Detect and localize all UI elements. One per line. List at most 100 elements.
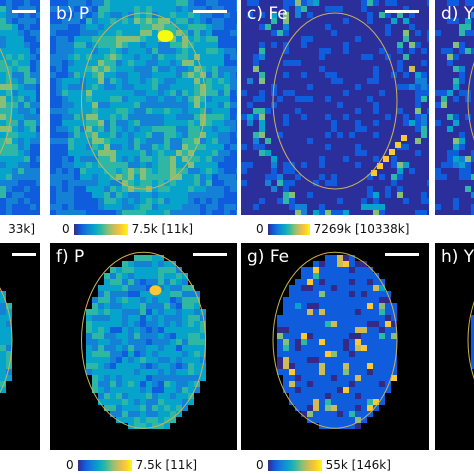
pixel <box>68 186 74 192</box>
pixel <box>24 30 30 36</box>
pixel <box>140 345 146 351</box>
pixel <box>128 411 134 417</box>
pixel <box>68 42 74 48</box>
pixel <box>0 321 6 327</box>
pixel <box>24 156 30 162</box>
pixel <box>110 60 116 66</box>
pixel <box>176 150 182 156</box>
pixel <box>6 327 12 333</box>
pixel <box>295 285 301 291</box>
pixel <box>92 174 98 180</box>
pixel <box>206 18 212 24</box>
pixel <box>18 96 24 102</box>
pixel <box>80 6 86 12</box>
pixel <box>367 174 373 180</box>
pixel <box>92 339 98 345</box>
pixel <box>98 108 104 114</box>
pixel <box>253 60 259 66</box>
pixel <box>301 327 307 333</box>
pixel <box>379 321 385 327</box>
pixel <box>62 180 68 186</box>
pixel <box>170 345 176 351</box>
pixel <box>98 327 104 333</box>
pixel <box>224 54 230 60</box>
pixel <box>361 54 367 60</box>
pixel <box>158 405 164 411</box>
pixel <box>128 36 134 42</box>
pixel <box>122 333 128 339</box>
pixel <box>116 0 122 6</box>
pixel <box>170 24 176 30</box>
pixel <box>373 351 379 357</box>
pixel <box>56 186 62 192</box>
pixel <box>6 156 12 162</box>
pixel <box>110 138 116 144</box>
pixel <box>158 138 164 144</box>
pixel <box>146 132 152 138</box>
pixel <box>212 144 218 150</box>
pixel <box>200 42 206 48</box>
pixel <box>343 363 349 369</box>
pixel <box>319 162 325 168</box>
pixel <box>170 150 176 156</box>
pixel <box>116 24 122 30</box>
pixel <box>218 168 224 174</box>
pixel <box>56 156 62 162</box>
pixel <box>140 24 146 30</box>
pixel <box>471 333 474 339</box>
pixel <box>116 12 122 18</box>
pixel <box>176 405 182 411</box>
pixel <box>230 144 236 150</box>
pixel <box>236 132 237 138</box>
pixel <box>313 315 319 321</box>
pixel <box>355 369 361 375</box>
pixel <box>36 198 40 204</box>
pixel <box>349 309 355 315</box>
pixel <box>325 6 331 12</box>
pixel <box>12 102 18 108</box>
pixel <box>194 30 200 36</box>
pixel <box>236 72 237 78</box>
pixel <box>104 6 110 12</box>
pixel <box>158 285 164 291</box>
pixel <box>453 84 459 90</box>
pixel <box>194 0 200 6</box>
pixel <box>50 108 56 114</box>
pixel <box>355 399 361 405</box>
pixel <box>6 303 12 309</box>
pixel <box>158 387 164 393</box>
pixel <box>283 42 289 48</box>
pixel <box>30 138 36 144</box>
pixel <box>158 12 164 18</box>
pixel <box>188 108 194 114</box>
pixel <box>110 114 116 120</box>
pixel <box>146 0 152 6</box>
pixel <box>224 78 230 84</box>
pixel <box>134 114 140 120</box>
pixel <box>194 156 200 162</box>
pixel <box>128 339 134 345</box>
pixel <box>212 72 218 78</box>
pixel <box>224 0 230 6</box>
pixel <box>110 180 116 186</box>
pixel <box>134 174 140 180</box>
pixel <box>146 255 152 261</box>
pixel <box>224 60 230 66</box>
pixel <box>361 279 367 285</box>
pixel <box>74 210 80 215</box>
pixel <box>307 267 313 273</box>
pixel <box>277 357 283 363</box>
pixel <box>259 48 265 54</box>
pixel <box>373 156 379 162</box>
pixel <box>110 150 116 156</box>
pixel <box>68 198 74 204</box>
pixel <box>134 204 140 210</box>
pixel <box>92 351 98 357</box>
pixel <box>62 162 68 168</box>
pixel <box>116 387 122 393</box>
pixel <box>447 48 453 54</box>
pixel <box>146 174 152 180</box>
pixel <box>50 120 56 126</box>
pixel <box>98 72 104 78</box>
pixel <box>80 198 86 204</box>
